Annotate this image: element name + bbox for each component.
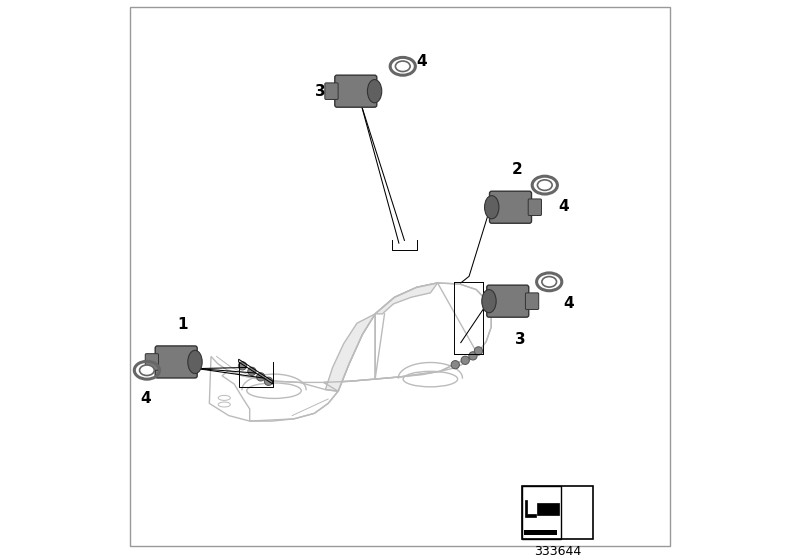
Circle shape	[248, 367, 256, 376]
Text: 3: 3	[314, 83, 326, 99]
FancyBboxPatch shape	[490, 191, 531, 223]
Circle shape	[238, 362, 246, 370]
Circle shape	[257, 373, 265, 381]
Circle shape	[461, 356, 470, 365]
FancyBboxPatch shape	[334, 75, 377, 107]
Circle shape	[451, 361, 459, 369]
FancyBboxPatch shape	[528, 199, 542, 216]
Text: 333644: 333644	[534, 545, 581, 558]
Ellipse shape	[139, 365, 154, 376]
FancyBboxPatch shape	[155, 346, 197, 378]
Text: 4: 4	[558, 199, 570, 214]
Text: 3: 3	[514, 332, 526, 347]
Ellipse shape	[542, 277, 557, 287]
Circle shape	[264, 377, 273, 385]
Ellipse shape	[395, 61, 410, 72]
Text: 4: 4	[563, 296, 574, 311]
Circle shape	[474, 347, 482, 355]
FancyBboxPatch shape	[486, 285, 529, 317]
Ellipse shape	[367, 80, 382, 103]
Ellipse shape	[538, 180, 552, 190]
FancyBboxPatch shape	[538, 503, 559, 515]
Ellipse shape	[188, 351, 202, 374]
FancyBboxPatch shape	[146, 354, 158, 370]
Text: 4: 4	[417, 54, 427, 69]
Ellipse shape	[485, 195, 499, 219]
Text: 4: 4	[141, 391, 151, 406]
Polygon shape	[525, 500, 536, 516]
Polygon shape	[326, 314, 375, 391]
Ellipse shape	[482, 290, 496, 313]
Text: 2: 2	[512, 162, 522, 177]
FancyBboxPatch shape	[526, 293, 538, 310]
FancyBboxPatch shape	[524, 530, 557, 535]
Circle shape	[469, 352, 477, 360]
FancyBboxPatch shape	[325, 83, 338, 100]
Text: 1: 1	[178, 316, 188, 332]
Polygon shape	[375, 283, 438, 314]
